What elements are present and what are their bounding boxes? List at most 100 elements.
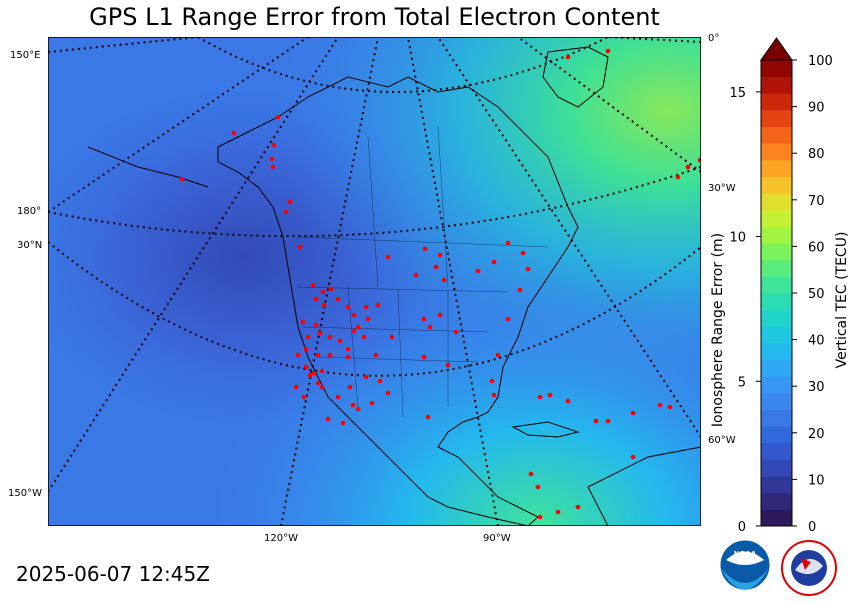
tec-field-south: [48, 37, 701, 526]
station-marker: [537, 394, 543, 400]
colorbar-swatch: [761, 60, 792, 78]
station-marker: [337, 338, 343, 344]
south-america-coastline: [587, 446, 701, 526]
lon-label-150w: 150°W: [8, 488, 42, 499]
station-marker: [361, 334, 367, 340]
colorbar-swatches: [761, 60, 792, 527]
agency-logos: NOAA: [719, 539, 837, 596]
station-marker: [351, 312, 357, 318]
graticule: [48, 37, 701, 526]
station-marker: [491, 259, 497, 265]
station-marker: [313, 322, 319, 328]
station-marker: [283, 209, 289, 215]
station-marker: [307, 372, 313, 378]
station-marker: [427, 324, 433, 330]
chart-title: GPS L1 Range Error from Total Electron C…: [89, 3, 660, 31]
colorbar-swatch: [761, 76, 792, 94]
timestamp: 2025-06-07 12:45Z: [16, 562, 210, 586]
colorbar-swatch: [761, 176, 792, 194]
colorbar-swatch: [761, 276, 792, 294]
lon-label-30w: 30°W: [708, 183, 736, 194]
station-marker: [555, 509, 561, 515]
station-marker: [517, 287, 523, 293]
colorbar-swatch: [761, 209, 792, 227]
station-marker: [271, 142, 277, 148]
station-marker: [433, 264, 439, 270]
colorbar-left-ticks: 0 5 10 15: [729, 86, 761, 535]
station-marker: [293, 384, 299, 390]
station-marker: [300, 319, 306, 325]
colorbar: 0 5 10 15 0 10 20 30 40 50 60 70 80 90 100 Ionosphere…: [710, 37, 850, 535]
station-marker: [421, 316, 427, 322]
colorbar-swatch: [761, 293, 792, 311]
station-marker: [520, 250, 526, 256]
colorbar-right-tick-label: 10: [808, 473, 825, 488]
station-marker: [535, 484, 541, 490]
station-marker: [270, 164, 276, 170]
colorbar-swatch: [761, 492, 792, 510]
station-marker: [340, 420, 346, 426]
greenland-coastline: [542, 46, 609, 108]
lon-label-60w: 60°W: [708, 435, 736, 446]
meridian-90w: [407, 37, 499, 526]
lat-label-30n: 30°N: [17, 240, 43, 251]
station-marker: [363, 374, 369, 380]
meridian-150e: [48, 37, 199, 53]
colorbar-swatch: [761, 326, 792, 344]
station-marker: [355, 324, 361, 330]
station-marker: [319, 368, 325, 374]
colorbar-swatch: [761, 426, 792, 444]
station-marker: [320, 289, 326, 295]
station-marker: [311, 370, 317, 376]
station-marker: [305, 334, 311, 340]
colorbar-right-axis-label: Vertical TEC (TECU): [834, 232, 850, 369]
station-marker: [525, 266, 531, 272]
cuba-coastline: [511, 421, 580, 438]
svg-text:NOAA: NOAA: [734, 550, 757, 558]
station-marker: [335, 394, 341, 400]
station-marker: [505, 316, 511, 322]
station-marker: [269, 156, 275, 162]
colorbar-extend-arrow: [760, 37, 793, 61]
colorbar-right-tick-label: 0: [808, 520, 816, 535]
colorbar-swatch: [761, 442, 792, 460]
station-marker: [313, 296, 319, 302]
colorbar-swatch: [761, 126, 792, 144]
colorbar-swatch: [761, 309, 792, 327]
meridian-60w: [437, 37, 701, 438]
colorbar-right-tick-label: 80: [808, 147, 825, 162]
station-marker: [303, 364, 309, 370]
colorbar-right-tick-label: 100: [808, 54, 833, 69]
station-marker: [363, 304, 369, 310]
colorbar-swatch: [761, 392, 792, 410]
colorbar-swatch: [761, 159, 792, 177]
colorbar-right-ticks: 0 10 20 30 40 50 60 70 80 90 100: [792, 54, 833, 535]
colorbar-swatch: [761, 243, 792, 261]
colorbar-swatch: [761, 342, 792, 361]
colorbar-swatch: [761, 93, 792, 111]
tec-map: [48, 37, 701, 526]
station-marker: [350, 402, 356, 408]
station-marker: [528, 471, 534, 477]
state-borders: [297, 126, 549, 418]
colorbar-right-tick-label: 50: [808, 287, 825, 302]
station-marker: [385, 254, 391, 260]
lon-label-150e: 150°E: [10, 50, 41, 61]
station-marker: [445, 362, 451, 368]
station-marker: [317, 330, 323, 336]
colorbar-swatch: [761, 376, 792, 394]
station-marker: [369, 400, 375, 406]
colorbar-swatch: [761, 259, 792, 277]
station-marker: [327, 352, 333, 358]
station-marker: [328, 286, 334, 292]
colorbar-left-tick-label: 15: [729, 86, 746, 101]
station-marker: [605, 48, 611, 54]
alaska-islands: [87, 146, 209, 188]
station-marker: [310, 282, 316, 288]
colorbar-right-tick-label: 20: [808, 427, 825, 442]
station-marker: [685, 164, 691, 170]
station-marker: [327, 334, 333, 340]
station-marker: [303, 346, 309, 352]
parallel-arc-3: [48, 241, 701, 377]
colorbar-left-tick-label: 0: [738, 520, 746, 535]
